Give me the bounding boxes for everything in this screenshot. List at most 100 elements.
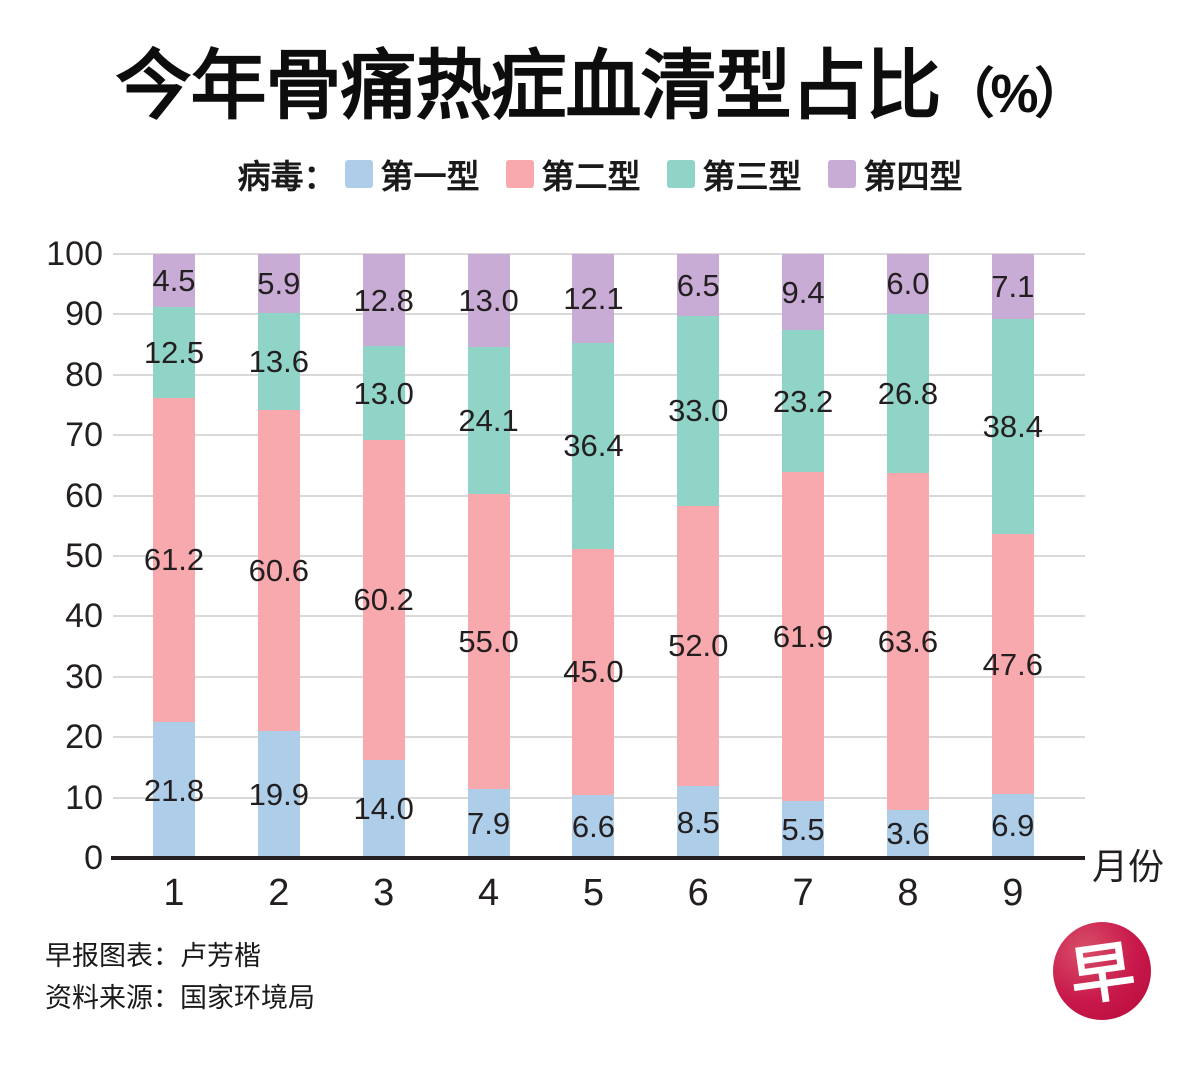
title-unit: （%） — [940, 64, 1088, 124]
bar-segment-第一型: 5.5 — [781, 800, 825, 859]
page-title: 今年骨痛热症血清型占比（%） — [0, 24, 1200, 134]
bar-value-label: 9.4 — [781, 274, 825, 310]
bar-value-label: 3.6 — [886, 816, 930, 852]
bar-segment-第二型: 61.2 — [144, 397, 204, 723]
bar-segment-第三型: 13.0 — [354, 346, 414, 440]
y-axis-tick-label: 20 — [65, 718, 103, 757]
bar-value-label: 12.1 — [563, 281, 624, 316]
stacked-bar-month-5: 12.1 36.4 45.0 6.6 — [563, 254, 624, 858]
bar-value-label: 45.0 — [563, 654, 624, 690]
bar-value-label: 60.6 — [248, 553, 310, 589]
bar-segment-第二型: 55.0 — [458, 494, 519, 790]
stacked-bar-month-9: 7.1 38.4 47.6 6.9 — [983, 254, 1043, 858]
bar-value-label: 21.8 — [143, 772, 205, 808]
bar-value-label: 7.9 — [467, 806, 511, 842]
y-axis-tick-label: 0 — [84, 839, 103, 877]
stacked-bar-month-2: 5.9 13.6 60.6 19.9 — [249, 254, 309, 858]
bar-value-label: 5.5 — [781, 811, 825, 847]
y-axis-tick-label: 80 — [65, 355, 103, 394]
legend-swatch-icon — [344, 160, 373, 188]
bar-segment-第三型: 33.0 — [668, 316, 728, 506]
stacked-bar-month-3: 12.8 13.0 60.2 14.0 — [354, 254, 414, 858]
bar-value-label: 61.9 — [772, 619, 834, 655]
bar-value-label: 14.0 — [353, 791, 414, 827]
y-axis-tick-label: 10 — [65, 778, 103, 817]
bar-segment-第三型: 26.8 — [878, 313, 938, 474]
legend-item: 第四型 — [827, 150, 963, 198]
bar-value-label: 6.5 — [676, 267, 720, 303]
y-axis-tick-label: 50 — [65, 537, 103, 575]
bar-segment-第三型: 38.4 — [983, 319, 1043, 535]
bar-segment-第四型: 12.8 — [354, 254, 414, 347]
bar-segment-第一型: 8.5 — [676, 786, 720, 858]
bar-value-label: 24.1 — [458, 403, 519, 439]
bar-segment-第二型: 63.6 — [878, 473, 938, 810]
x-axis-tick-label: 9 — [1002, 872, 1024, 914]
x-axis-tick-label: 3 — [373, 872, 395, 914]
bar-segment-第一型: 6.9 — [991, 793, 1034, 858]
legend-item: 第一型 — [344, 150, 480, 198]
bar-value-label: 13.0 — [353, 375, 414, 411]
x-axis-title: 月份 — [1092, 846, 1165, 887]
y-axis: 0 10 20 30 40 50 60 70 80 90 100 — [0, 237, 103, 875]
legend: 病毒： 第一型 第二型 第三型 第四型 — [0, 150, 1200, 198]
bar-segment-第二型: 45.0 — [563, 548, 624, 796]
bar-value-label: 4.5 — [152, 262, 196, 298]
bar-value-label: 55.0 — [458, 624, 519, 660]
bar-segment-第一型: 21.8 — [144, 722, 204, 858]
x-axis-tick-label: 2 — [268, 872, 290, 914]
bar-value-label: 52.0 — [668, 628, 729, 664]
title-main: 今年骨痛热症血清型占比 — [115, 44, 941, 129]
bar-segment-第三型: 12.5 — [144, 306, 204, 398]
legend-items: 第一型 第二型 第三型 第四型 — [343, 150, 963, 198]
x-axis-tick-label: 5 — [582, 872, 604, 914]
footer: 早报图表：卢芳楷 资料来源：国家环境局 — [45, 936, 315, 1020]
y-axis-tick-label: 90 — [65, 295, 103, 334]
bar-value-label: 60.2 — [353, 582, 414, 618]
y-axis-tick-label: 30 — [65, 657, 103, 696]
x-axis-tick-label: 7 — [792, 872, 814, 914]
bar-value-label: 38.4 — [982, 409, 1043, 445]
bar-value-label: 19.9 — [248, 777, 310, 813]
stacked-bar-month-4: 13.0 24.1 55.0 7.9 — [458, 254, 519, 859]
stacked-bar-month-8: 6.0 26.8 63.6 3.6 — [878, 254, 938, 858]
bar-value-label: 8.5 — [676, 804, 720, 840]
bar-segment-第一型: 14.0 — [354, 759, 414, 858]
x-axis-tick-label: 1 — [163, 872, 185, 914]
legend-swatch-icon — [505, 160, 534, 188]
bar-value-label: 5.9 — [257, 266, 301, 302]
stacked-bar-month-7: 9.4 23.2 61.9 5.5 — [773, 254, 833, 859]
legend-item: 第三型 — [666, 150, 802, 198]
x-axis-tick-label: 6 — [687, 872, 709, 914]
bar-segment-第四型: 12.1 — [563, 254, 624, 344]
bar-segment-第二型: 60.2 — [354, 439, 414, 760]
bar-value-label: 61.2 — [143, 542, 205, 578]
bar-segment-第四型: 4.5 — [152, 254, 196, 307]
zaobao-logo-glyph: 早 — [1065, 932, 1140, 1017]
stacked-bar-month-6: 6.5 33.0 52.0 8.5 — [668, 254, 728, 858]
bar-value-label: 12.8 — [353, 282, 414, 318]
bar-segment-第二型: 60.6 — [249, 409, 309, 732]
bar-value-label: 13.0 — [458, 283, 519, 319]
bar-segment-第四型: 9.4 — [781, 254, 825, 331]
y-axis-tick-label: 100 — [46, 235, 103, 273]
bar-segment-第四型: 13.0 — [458, 254, 519, 348]
bar-segment-第一型: 19.9 — [249, 731, 309, 858]
plot-area: 4.5 12.5 61.2 21.8 1 5.9 13.6 60.6 19.9 2 12.8 13.0… — [111, 253, 1085, 914]
bar-segment-第二型: 47.6 — [983, 534, 1043, 794]
legend-item-label: 第一型 — [380, 158, 480, 195]
y-axis-tick-label: 70 — [65, 416, 103, 455]
bar-segment-第二型: 52.0 — [668, 505, 728, 787]
legend-swatch-icon — [666, 160, 695, 188]
bar-value-label: 7.1 — [991, 269, 1035, 305]
bar-segment-第三型: 23.2 — [773, 330, 833, 473]
bar-segment-第三型: 24.1 — [458, 347, 519, 495]
legend-item-label: 第三型 — [702, 158, 802, 195]
bar-segment-第一型: 6.6 — [571, 795, 615, 858]
bar-value-label: 23.2 — [772, 383, 834, 419]
x-axis-tick-label: 4 — [477, 872, 500, 914]
bar-value-label: 26.8 — [877, 376, 939, 412]
bar-value-label: 6.6 — [571, 809, 615, 845]
bar-segment-第四型: 6.5 — [676, 254, 720, 317]
footer-source: 资料来源：国家环境局 — [45, 982, 315, 1013]
